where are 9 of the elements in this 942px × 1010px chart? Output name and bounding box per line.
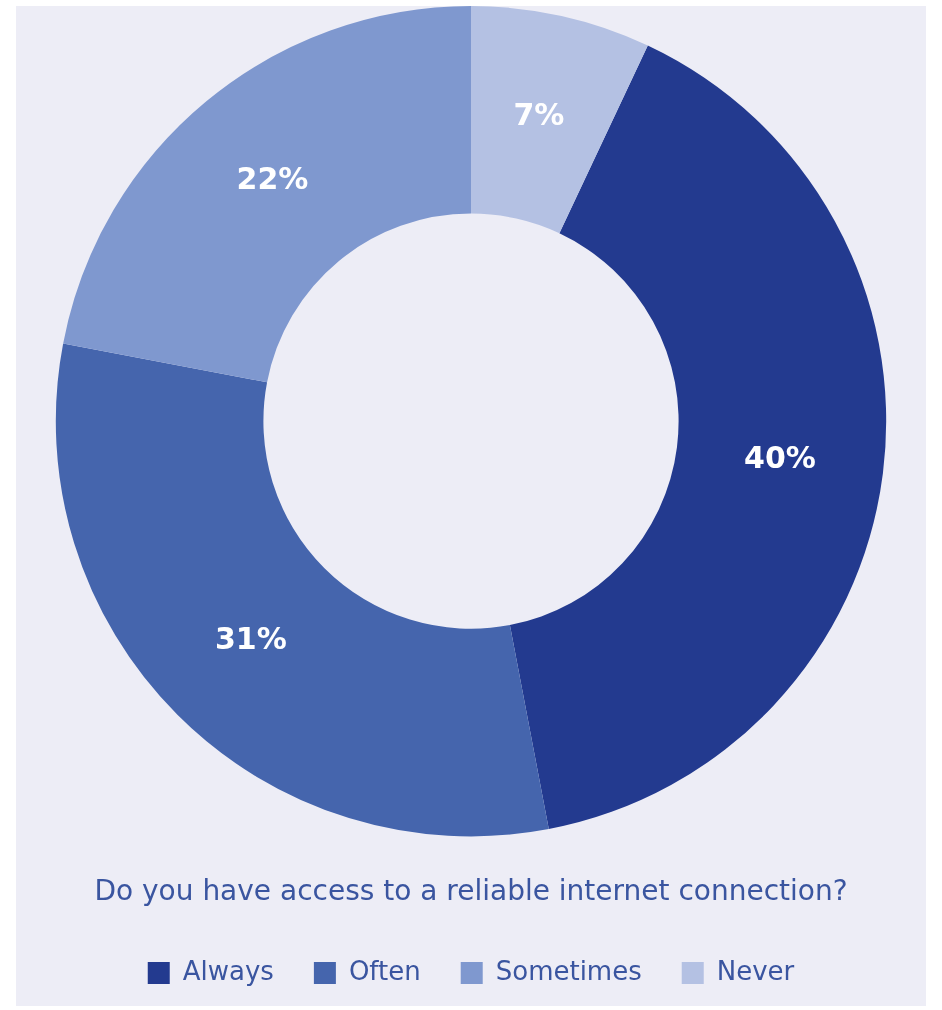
data-label: 7%: [513, 97, 565, 133]
text: Do you have access to a reliable internet connection?: [94, 874, 848, 908]
legend-label: Sometimes: [495, 955, 642, 986]
legend-label: Always: [182, 955, 274, 986]
legend-label: Never: [716, 955, 795, 986]
legend-label: Often: [348, 955, 421, 986]
data-label: 40%: [744, 440, 816, 476]
data-label: 31%: [214, 621, 287, 657]
data-label: 22%: [236, 161, 309, 197]
